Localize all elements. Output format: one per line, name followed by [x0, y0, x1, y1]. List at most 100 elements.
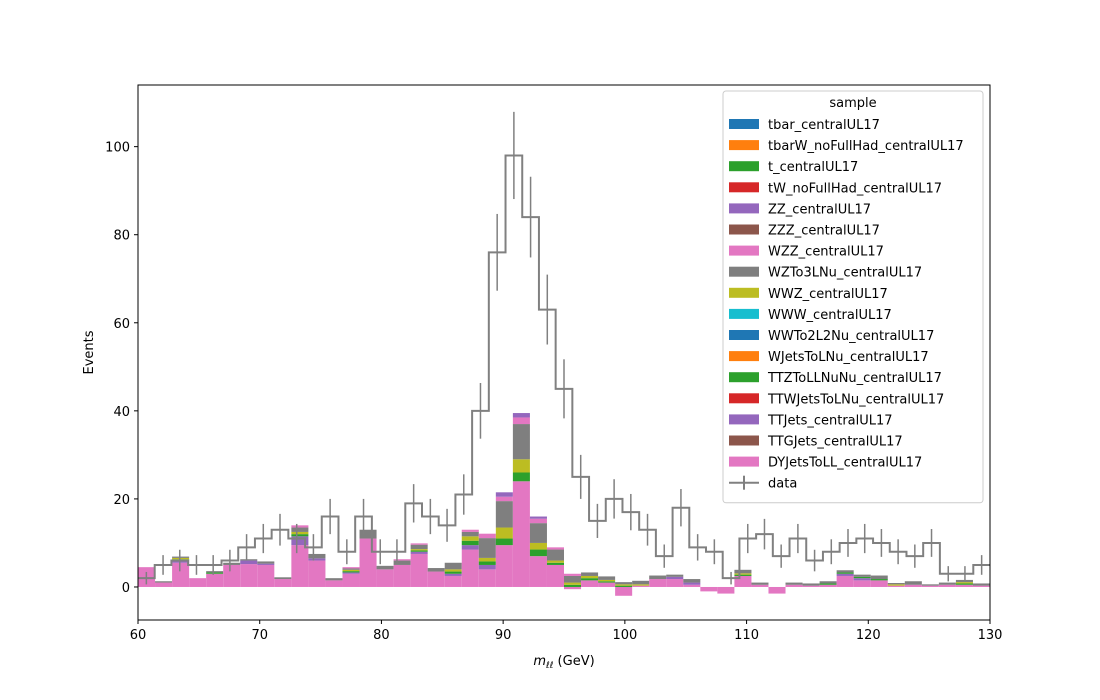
- mc-bar-segment: [155, 581, 173, 583]
- y-tick-label: 100: [105, 141, 130, 156]
- legend-label: TTZToLLNuNu_centralUL17: [767, 371, 942, 386]
- mc-bar-segment: [461, 549, 479, 587]
- mc-bar-segment: [325, 578, 343, 581]
- mc-bar-segment: [870, 579, 888, 581]
- x-tick-label: 80: [373, 628, 390, 643]
- mc-bar-segment: [308, 558, 326, 561]
- mc-bar-segment: [291, 534, 309, 537]
- legend-label: data: [768, 477, 797, 492]
- legend-swatch: [729, 456, 759, 467]
- legend-swatch: [729, 372, 759, 383]
- x-tick-label: 120: [856, 628, 881, 643]
- x-axis-label: mℓℓ (GeV): [533, 654, 594, 671]
- x-tick-label: 110: [734, 628, 759, 643]
- mc-bar-segment: [495, 527, 513, 539]
- mc-bar-segment: [427, 571, 445, 587]
- mc-bar-segment: [546, 564, 564, 587]
- data-histogram: [138, 111, 990, 585]
- legend-swatch: [729, 245, 759, 256]
- mc-bar-segment: [598, 582, 616, 587]
- mc-bar-segment: [546, 547, 564, 550]
- mc-bar-segment: [632, 580, 650, 585]
- legend-label: TTJets_centralUL17: [767, 413, 893, 428]
- legend-swatch: [729, 308, 759, 319]
- mc-bar-segment: [240, 559, 258, 561]
- mc-bar-segment: [853, 574, 871, 577]
- mc-bar-segment: [512, 424, 530, 460]
- legend-entries: tbar_centralUL17 tbarW_noFullHad_centralU…: [729, 118, 964, 492]
- legend-label: TTGJets_centralUL17: [767, 435, 903, 450]
- data-step-line: [138, 154, 990, 580]
- mc-bar-segment: [478, 538, 496, 558]
- mc-bar-segment: [666, 574, 684, 577]
- mc-stack-bars: [138, 413, 990, 596]
- mc-bar-segment: [291, 525, 309, 528]
- mc-bar-segment: [751, 582, 769, 585]
- mc-bar-segment: [444, 562, 462, 570]
- y-tick-label: 60: [113, 317, 130, 332]
- mc-bar-segment: [444, 573, 462, 576]
- legend-label: t_centralUL17: [768, 160, 858, 175]
- mc-bar-segment: [478, 561, 496, 565]
- mc-bar-segment: [836, 575, 854, 587]
- mc-bar-segment: [410, 551, 428, 554]
- mc-bar-segment: [921, 585, 939, 587]
- mc-bar-segment: [529, 516, 547, 519]
- mc-bar-segment: [359, 538, 377, 587]
- mc-bar-segment: [581, 575, 599, 579]
- mc-bar-segment: [342, 571, 360, 573]
- mc-bar-segment: [734, 574, 752, 576]
- mc-bar-segment: [768, 586, 786, 594]
- mc-bar-segment: [887, 583, 905, 585]
- mc-bar-segment: [257, 561, 275, 564]
- mc-bar-segment: [853, 580, 871, 587]
- mc-bar-segment: [461, 529, 479, 532]
- mc-bar-segment: [666, 579, 684, 587]
- mc-bar-segment: [598, 576, 616, 580]
- legend-label: WZTo3LNu_centralUL17: [768, 266, 922, 281]
- mc-bar-segment: [836, 573, 854, 576]
- mc-bar-segment: [410, 543, 428, 545]
- mc-bar-segment: [393, 564, 411, 587]
- mc-bar-segment: [257, 563, 275, 565]
- legend-swatch: [729, 330, 759, 340]
- mc-bar-segment: [632, 584, 650, 586]
- mc-bar-segment: [410, 553, 428, 587]
- mc-bar-segment: [734, 573, 752, 575]
- mc-bar-segment: [649, 579, 667, 587]
- mc-bar-segment: [734, 575, 752, 587]
- mc-bar-segment: [564, 586, 582, 590]
- mc-bar-segment: [342, 573, 360, 587]
- legend-swatch: [729, 119, 759, 129]
- mc-bar-segment: [444, 571, 462, 574]
- mc-bar-segment: [240, 560, 258, 565]
- legend-swatch: [729, 140, 759, 151]
- legend-swatch: [729, 393, 759, 404]
- mc-bar-segment: [955, 584, 973, 587]
- mc-bar-segment: [376, 565, 394, 570]
- legend-swatch: [729, 203, 759, 214]
- mc-bar-segment: [376, 569, 394, 587]
- mc-bar-segment: [921, 584, 939, 586]
- mc-bar-segment: [308, 553, 326, 559]
- mc-bar-segment: [512, 472, 530, 482]
- y-tick-label: 0: [122, 581, 130, 596]
- mc-bar-segment: [495, 496, 513, 502]
- mc-bar-segment: [785, 584, 803, 587]
- legend-swatch: [729, 182, 759, 193]
- mc-bar-segment: [495, 492, 513, 497]
- mc-bar-segment: [615, 582, 633, 585]
- mc-bar-segment: [853, 576, 871, 579]
- mc-bar-segment: [938, 582, 956, 585]
- mc-bar-segment: [342, 572, 360, 574]
- mc-bar-segment: [393, 560, 411, 565]
- mc-bar-segment: [529, 556, 547, 587]
- mc-bar-segment: [291, 536, 309, 546]
- legend-label: TTWJetsToLNu_centralUL17: [767, 392, 944, 407]
- mc-bar-segment: [615, 584, 633, 586]
- mc-bar-segment: [836, 572, 854, 574]
- mc-bar-segment: [887, 585, 905, 587]
- mc-bar-segment: [172, 556, 190, 558]
- mc-bar-segment: [478, 557, 496, 562]
- legend-swatch: [729, 161, 759, 172]
